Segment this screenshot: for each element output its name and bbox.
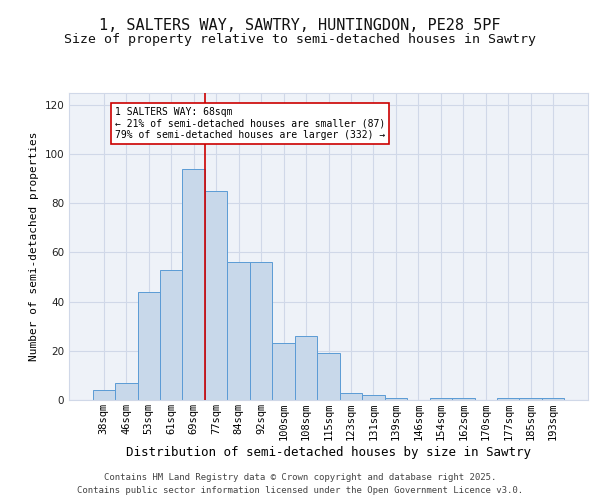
Text: 1 SALTERS WAY: 68sqm
← 21% of semi-detached houses are smaller (87)
79% of semi-: 1 SALTERS WAY: 68sqm ← 21% of semi-detac… (115, 108, 385, 140)
Bar (137, 292, 160, 400)
Bar (205, 191, 227, 400)
Bar (250, 262, 272, 400)
Bar (317, 354, 340, 400)
Bar (272, 344, 295, 400)
Bar (542, 398, 565, 400)
Bar (160, 270, 182, 400)
Bar (115, 383, 137, 400)
Bar (295, 336, 317, 400)
Bar (362, 395, 385, 400)
Bar (430, 398, 452, 400)
Bar (340, 392, 362, 400)
Bar (497, 398, 520, 400)
Bar (227, 262, 250, 400)
Bar (520, 398, 542, 400)
Text: Size of property relative to semi-detached houses in Sawtry: Size of property relative to semi-detach… (64, 32, 536, 46)
Bar (92, 390, 115, 400)
Text: 1, SALTERS WAY, SAWTRY, HUNTINGDON, PE28 5PF: 1, SALTERS WAY, SAWTRY, HUNTINGDON, PE28… (99, 18, 501, 32)
Text: Contains HM Land Registry data © Crown copyright and database right 2025.
Contai: Contains HM Land Registry data © Crown c… (77, 474, 523, 495)
Bar (452, 398, 475, 400)
X-axis label: Distribution of semi-detached houses by size in Sawtry: Distribution of semi-detached houses by … (126, 446, 531, 459)
Bar (182, 169, 205, 400)
Y-axis label: Number of semi-detached properties: Number of semi-detached properties (29, 132, 39, 361)
Bar (385, 398, 407, 400)
